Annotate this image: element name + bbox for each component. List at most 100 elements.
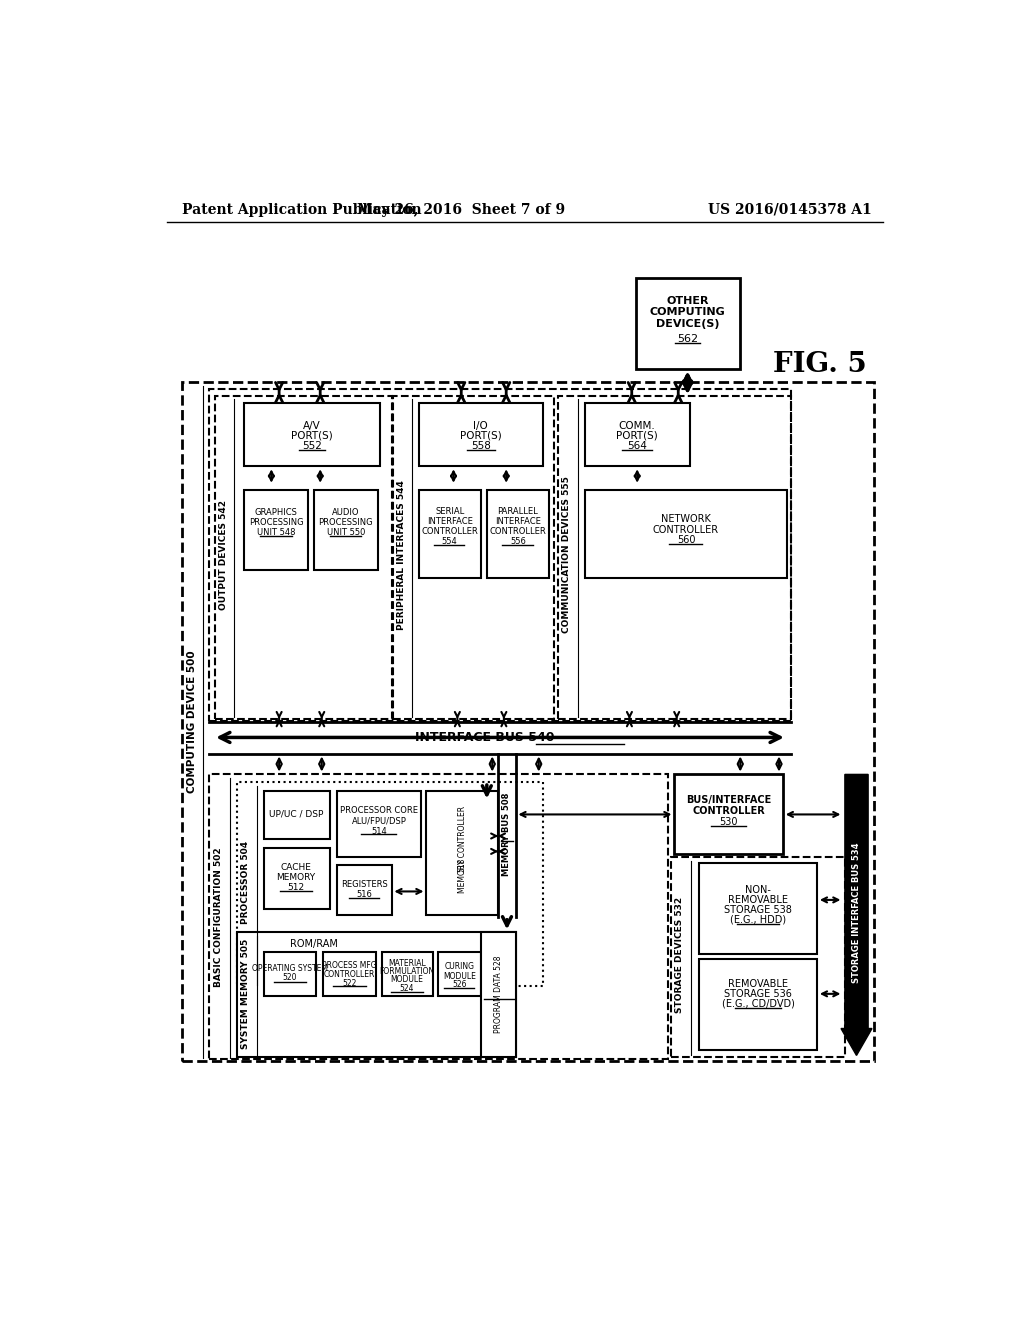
Text: PORT(S): PORT(S) <box>291 430 333 441</box>
Text: 560: 560 <box>677 536 695 545</box>
Text: PROCESSOR 504: PROCESSOR 504 <box>242 841 250 924</box>
Text: UP/UC / DSP: UP/UC / DSP <box>269 809 324 818</box>
Text: UNIT 548: UNIT 548 <box>257 528 295 537</box>
Bar <box>337 866 391 915</box>
Text: INTERFACE BUS 540: INTERFACE BUS 540 <box>415 731 554 744</box>
Bar <box>382 952 432 997</box>
Bar <box>438 952 481 997</box>
Text: INTERFACE: INTERFACE <box>427 516 472 525</box>
Bar <box>263 952 316 997</box>
Bar <box>209 775 669 1059</box>
Bar <box>393 396 554 719</box>
Bar <box>636 277 740 368</box>
Text: GRAPHICS: GRAPHICS <box>255 508 297 517</box>
Text: PROGRAM DATA 528: PROGRAM DATA 528 <box>494 956 503 1032</box>
Bar <box>237 781 543 986</box>
Bar <box>245 490 308 570</box>
Text: BASIC CONFIGURATION 502: BASIC CONFIGURATION 502 <box>214 847 223 986</box>
Bar <box>263 847 330 909</box>
Bar <box>486 490 549 578</box>
Text: MODULE: MODULE <box>443 972 476 981</box>
Text: PROCESSING: PROCESSING <box>318 519 373 527</box>
Text: UNIT 550: UNIT 550 <box>327 528 365 537</box>
Text: 556: 556 <box>510 537 525 546</box>
Text: REGISTERS: REGISTERS <box>341 880 388 888</box>
Text: 520: 520 <box>283 973 297 982</box>
Bar <box>845 775 868 1032</box>
Text: COMPUTING: COMPUTING <box>649 308 725 317</box>
Bar <box>215 396 391 719</box>
Text: NON-: NON- <box>745 884 771 895</box>
Text: (E.G., HDD): (E.G., HDD) <box>730 915 786 925</box>
Text: 526: 526 <box>453 981 467 989</box>
Text: ROM/RAM: ROM/RAM <box>290 939 338 949</box>
Text: MEMORY BUS 508: MEMORY BUS 508 <box>503 793 511 876</box>
Text: 514: 514 <box>372 826 387 836</box>
Bar <box>426 792 498 915</box>
Text: FIG. 5: FIG. 5 <box>773 351 867 379</box>
Text: COMMUNICATION DEVICES 555: COMMUNICATION DEVICES 555 <box>562 477 571 634</box>
Text: OUTPUT DEVICES 542: OUTPUT DEVICES 542 <box>219 500 227 610</box>
Text: 518: 518 <box>458 858 467 873</box>
Text: 554: 554 <box>441 537 458 546</box>
Text: OPERATING SYSTEM: OPERATING SYSTEM <box>252 964 328 973</box>
Bar <box>419 404 543 466</box>
Bar <box>182 381 874 1061</box>
Text: CURING: CURING <box>444 962 475 972</box>
Text: 558: 558 <box>471 441 490 451</box>
Text: STORAGE INTERFACE BUS 534: STORAGE INTERFACE BUS 534 <box>852 842 861 983</box>
Text: MEMORY CONTROLLER: MEMORY CONTROLLER <box>458 805 467 892</box>
Text: PROCESS MFG: PROCESS MFG <box>323 961 377 970</box>
Text: PERIPHERAL INTERFACES 544: PERIPHERAL INTERFACES 544 <box>397 480 407 630</box>
Text: MODULE: MODULE <box>390 975 424 985</box>
Text: COMM.: COMM. <box>618 421 655 430</box>
Text: BUS/INTERFACE: BUS/INTERFACE <box>686 795 771 805</box>
Text: MEMORY: MEMORY <box>276 873 315 882</box>
Text: 530: 530 <box>720 817 738 828</box>
Text: US 2016/0145378 A1: US 2016/0145378 A1 <box>709 203 872 216</box>
Bar <box>245 404 380 466</box>
Bar <box>586 490 786 578</box>
Bar <box>586 404 690 466</box>
Text: DEVICE(S): DEVICE(S) <box>655 319 719 329</box>
Text: 562: 562 <box>677 334 698 345</box>
Text: COMPUTING DEVICE 500: COMPUTING DEVICE 500 <box>187 651 198 793</box>
Text: CACHE: CACHE <box>281 863 311 873</box>
Bar <box>314 490 378 570</box>
Text: 524: 524 <box>399 983 415 993</box>
Text: STORAGE DEVICES 532: STORAGE DEVICES 532 <box>675 898 684 1014</box>
Bar <box>671 857 845 1057</box>
Text: (E.G., CD/DVD): (E.G., CD/DVD) <box>722 999 795 1008</box>
Text: 552: 552 <box>302 441 322 451</box>
Text: AUDIO: AUDIO <box>332 508 359 517</box>
Text: ALU/FPU/DSP: ALU/FPU/DSP <box>351 816 407 825</box>
Bar <box>337 792 421 857</box>
Text: NETWORK: NETWORK <box>662 513 711 524</box>
Text: 564: 564 <box>628 441 647 451</box>
Text: CONTROLLER: CONTROLLER <box>421 527 478 536</box>
Text: PORT(S): PORT(S) <box>616 430 658 441</box>
Bar <box>263 792 330 840</box>
Text: MATERIAL: MATERIAL <box>388 958 426 968</box>
Text: CONTROLLER: CONTROLLER <box>653 524 719 535</box>
Text: REMOVABLE: REMOVABLE <box>728 979 788 989</box>
Bar <box>699 960 817 1051</box>
Text: A/V: A/V <box>303 421 321 430</box>
Bar <box>237 932 515 1057</box>
FancyArrow shape <box>841 775 872 1056</box>
Text: May 26, 2016  Sheet 7 of 9: May 26, 2016 Sheet 7 of 9 <box>357 203 565 216</box>
Text: 522: 522 <box>342 978 356 987</box>
Bar <box>419 490 480 578</box>
Bar <box>481 932 515 1057</box>
Text: I/O: I/O <box>473 421 488 430</box>
Text: CONTROLLER: CONTROLLER <box>489 527 546 536</box>
Bar <box>324 952 376 997</box>
Text: STORAGE 536: STORAGE 536 <box>724 989 792 999</box>
Text: PORT(S): PORT(S) <box>460 430 502 441</box>
Text: SERIAL: SERIAL <box>435 507 464 516</box>
Text: 512: 512 <box>288 883 305 892</box>
Bar <box>558 396 791 719</box>
Text: CONTROLLER: CONTROLLER <box>692 805 765 816</box>
Text: OTHER: OTHER <box>667 296 709 306</box>
Text: CONTROLLER: CONTROLLER <box>324 970 376 979</box>
